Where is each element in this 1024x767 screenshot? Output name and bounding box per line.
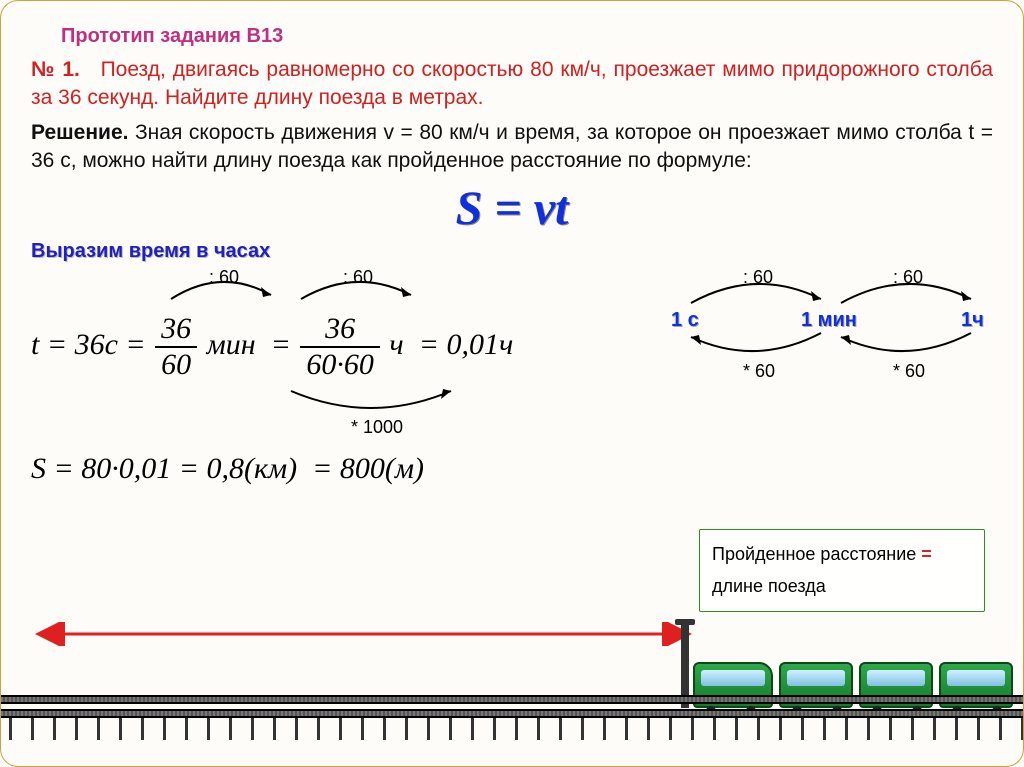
label-r-mul60-1: * 60 [743,361,775,382]
length-arrow [31,622,991,646]
formula-main: S = vt [31,181,993,236]
equation-t: t = 36c = 3660 мин = 3660·60 ч = 0,01ч [31,312,513,382]
rails-icon [1,686,1023,738]
problem-text: Поезд, двигаясь равномерно со скоростью … [31,58,993,109]
label-r-div60-1: : 60 [743,267,773,288]
problem-number: № 1. [31,58,80,81]
info-box: Пройденное расстояние = длине поезда [699,529,985,612]
arc-right-bottom [671,327,991,367]
prototype-title: Прототип задания В13 [61,25,993,48]
label-div60-1: : 60 [209,267,239,288]
info-eq: = [921,544,932,564]
page-frame: Прототип задания В13 № 1. Поезд, двигаяс… [0,0,1024,767]
label-mul1000: * 1000 [351,417,403,438]
label-div60-2: : 60 [343,267,373,288]
equation-s: S = 80·0,01 = 0,8(км) = 800(м) [31,452,424,486]
solution-paragraph: Решение. Зная скорость движения v = 80 к… [31,119,993,176]
arc-right-top [671,267,991,307]
info-line1: Пройденное расстояние [712,544,916,564]
info-line2: длине поезда [712,576,826,596]
label-r-mul60-2: * 60 [893,361,925,382]
label-r-div60-2: : 60 [893,267,923,288]
problem-statement: № 1. Поезд, двигаясь равномерно со скоро… [31,56,993,113]
solution-label: Решение. [31,121,128,144]
solution-text: Зная скорость движения v = 80 км/ч и вре… [31,121,993,172]
subtitle-convert: Выразим время в часах [31,240,993,263]
arc-left-top [161,267,421,303]
